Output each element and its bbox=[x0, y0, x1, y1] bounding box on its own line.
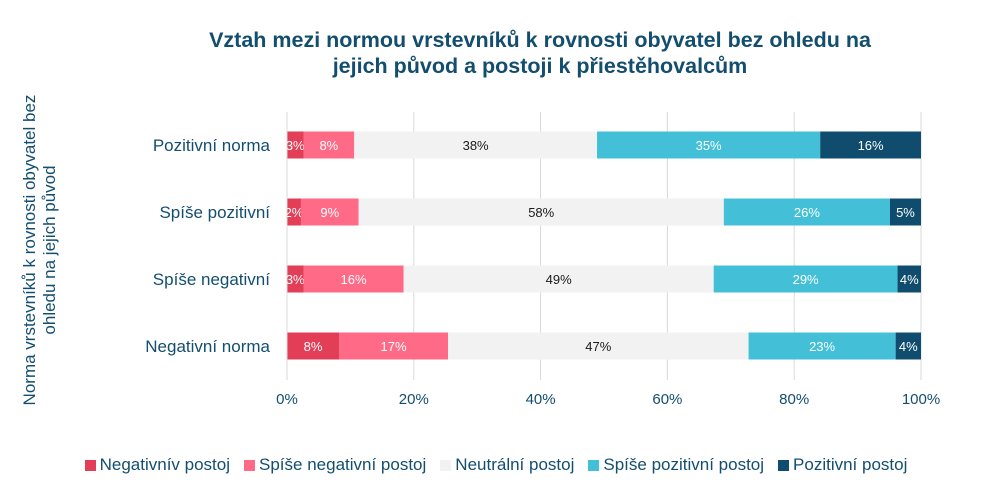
bar-segment bbox=[303, 265, 404, 293]
data-label: 3% bbox=[286, 272, 305, 287]
data-label: 5% bbox=[896, 205, 915, 220]
data-label: 49% bbox=[546, 272, 572, 287]
data-label: 4% bbox=[900, 272, 919, 287]
legend-item: Pozitivní postoj bbox=[778, 455, 907, 475]
data-label: 8% bbox=[304, 339, 323, 354]
legend-swatch bbox=[84, 459, 96, 471]
data-label: 38% bbox=[463, 138, 489, 153]
bar-segment bbox=[287, 265, 304, 293]
bar-segment bbox=[287, 332, 339, 360]
data-label: 16% bbox=[858, 138, 884, 153]
data-label: 23% bbox=[809, 339, 835, 354]
y-tick-label: Negativní norma bbox=[145, 337, 270, 356]
chart-title: Vztah mezi normou vrstevníků k rovnosti … bbox=[140, 27, 940, 79]
bar-segment bbox=[338, 332, 449, 360]
data-label: 47% bbox=[585, 339, 611, 354]
bar-segment bbox=[597, 131, 821, 159]
data-label: 2% bbox=[285, 205, 304, 220]
legend: Negativnív postoj Spíše negativní postoj N… bbox=[0, 455, 992, 475]
data-label: 3% bbox=[286, 138, 305, 153]
legend-label: Neutrální postoj bbox=[455, 455, 575, 474]
bar-segment bbox=[748, 332, 896, 360]
bar-segment bbox=[300, 198, 359, 226]
legend-swatch bbox=[440, 459, 452, 471]
bar-segment bbox=[287, 131, 304, 159]
bar-segment bbox=[895, 332, 921, 360]
legend-label: Pozitivní postoj bbox=[793, 455, 908, 474]
bar-segment bbox=[287, 198, 301, 226]
legend-item: Spíše pozitivní postoj bbox=[588, 455, 764, 475]
legend-item: Negativnív postoj bbox=[84, 455, 231, 475]
data-label: 35% bbox=[696, 138, 722, 153]
data-label: 9% bbox=[320, 205, 339, 220]
data-label: 4% bbox=[899, 339, 918, 354]
data-label: 17% bbox=[380, 339, 406, 354]
bar-segment bbox=[354, 131, 598, 159]
bar-segment bbox=[403, 265, 714, 293]
legend-label: Negativnív postoj bbox=[99, 455, 231, 474]
y-tick-label: Spíše negativní bbox=[153, 270, 270, 289]
legend-swatch bbox=[244, 459, 256, 471]
legend-label: Spíše negativní postoj bbox=[259, 455, 427, 474]
x-tick-label: 0% bbox=[276, 391, 298, 408]
y-tick-label: Spíše pozitivní bbox=[159, 203, 270, 222]
legend-item: Neutrální postoj bbox=[440, 455, 574, 475]
legend-swatch bbox=[588, 459, 600, 471]
legend-label: Spíše pozitivní postoj bbox=[603, 455, 765, 474]
bar-segment bbox=[889, 198, 921, 226]
x-tick-label: 80% bbox=[779, 391, 809, 408]
x-tick-label: 100% bbox=[902, 391, 940, 408]
data-label: 26% bbox=[794, 205, 820, 220]
data-label: 29% bbox=[793, 272, 819, 287]
data-label: 58% bbox=[528, 205, 554, 220]
y-tick-label: Pozitivní norma bbox=[153, 136, 271, 155]
x-tick-label: 40% bbox=[526, 391, 556, 408]
bar-segment bbox=[713, 265, 898, 293]
legend-item: Spíše negativní postoj bbox=[244, 455, 426, 475]
bar-segment bbox=[897, 265, 921, 293]
legend-swatch bbox=[778, 459, 790, 471]
bar-segment bbox=[358, 198, 724, 226]
chart-title-line-2: jejich původ a postoji k přiestěhovalcům bbox=[332, 54, 748, 78]
bar-segment bbox=[303, 131, 355, 159]
bar-segment bbox=[820, 131, 921, 159]
chart-title-line-1: Vztah mezi normou vrstevníků k rovnosti … bbox=[209, 28, 871, 52]
x-tick-label: 60% bbox=[652, 391, 682, 408]
bar-segment bbox=[723, 198, 890, 226]
bar-segment bbox=[448, 332, 749, 360]
data-label: 8% bbox=[319, 138, 338, 153]
x-tick-label: 20% bbox=[399, 391, 429, 408]
data-label: 16% bbox=[341, 272, 367, 287]
